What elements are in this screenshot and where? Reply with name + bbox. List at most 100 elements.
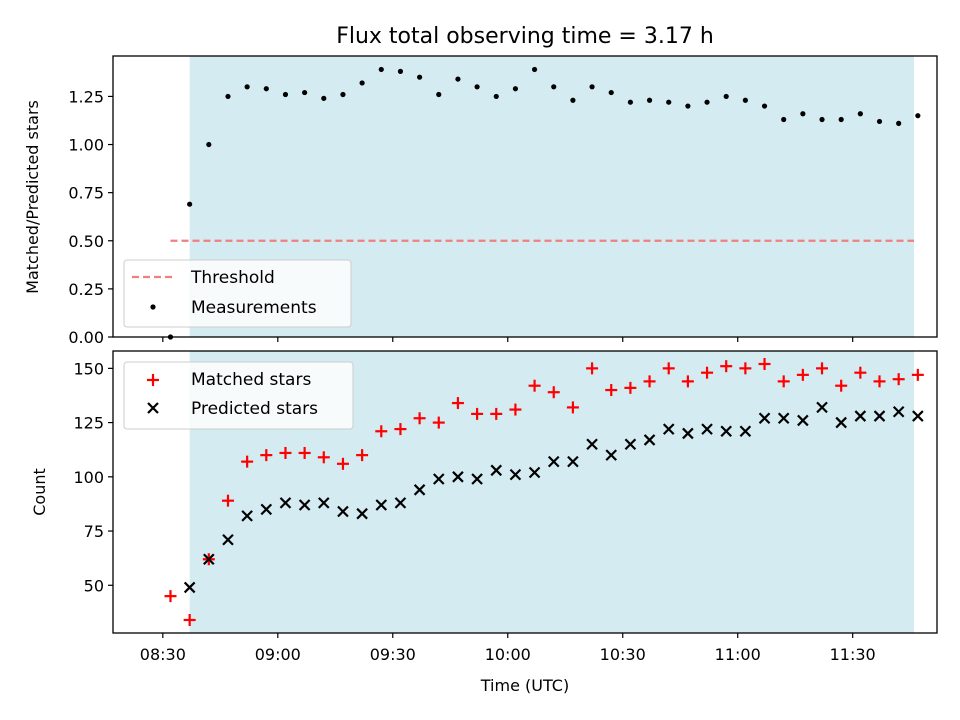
measurement-point	[455, 76, 461, 82]
measurements-series	[167, 66, 921, 340]
predicted-star-point	[624, 438, 637, 451]
count-y-ticks: 50 75 100 125 150	[73, 359, 113, 595]
predicted-star-point	[279, 497, 292, 509]
x-tick-label: 08:30	[140, 645, 186, 664]
ratio-plot-frame	[112, 55, 938, 338]
measurement-point	[531, 66, 538, 73]
legend-matched-label: Matched stars	[191, 370, 311, 390]
predicted-star-point	[854, 410, 867, 422]
predicted-star-point	[873, 410, 886, 422]
matched-star-point	[758, 358, 771, 371]
matched-star-point	[471, 407, 484, 420]
legend-predicted-label: Predicted stars	[191, 399, 318, 419]
matched-star-point	[528, 379, 541, 392]
count-y-tick-label: 125	[73, 414, 104, 433]
measurement-point	[761, 103, 768, 109]
count-y-axis-label: Count	[30, 468, 49, 516]
measurement-point	[915, 113, 921, 119]
predicted-star-point	[758, 412, 771, 425]
measurement-point	[187, 201, 193, 207]
measurement-point	[723, 93, 729, 100]
matched-star-point	[739, 362, 752, 375]
matched-star-point	[451, 397, 464, 410]
count-x-ticks: 08:30 09:00 09:30 10:00 10:30 11:00 11:30	[140, 633, 876, 664]
measurement-point	[570, 97, 576, 103]
predicted-star-point	[375, 499, 388, 511]
matched-star-point	[662, 362, 675, 375]
matched-star-point	[260, 449, 273, 462]
predicted-star-point	[739, 425, 752, 438]
matched-star-point	[375, 425, 388, 438]
measurement-point	[321, 95, 327, 101]
matched-star-point	[394, 423, 407, 436]
matched-star-point	[317, 451, 330, 464]
measurement-point	[263, 86, 269, 92]
ratio-y-tick-label: 1.00	[68, 136, 104, 155]
measurement-point	[704, 99, 710, 105]
measurement-point	[589, 84, 595, 90]
matched-star-point	[796, 368, 809, 381]
predicted-star-point	[356, 507, 368, 520]
measurement-point	[397, 68, 404, 74]
measurement-point	[781, 116, 787, 123]
measurement-point	[225, 93, 231, 100]
measurement-point	[474, 84, 480, 90]
predicted-star-point	[912, 410, 924, 422]
legend-measurements-label: Measurements	[191, 298, 317, 318]
measurement-point	[876, 118, 883, 125]
x-tick-label: 10:30	[600, 645, 646, 664]
measurement-point	[551, 84, 557, 90]
x-tick-label: 09:00	[255, 645, 301, 664]
ratio-y-tick-label: 0.25	[68, 280, 104, 299]
predicted-star-point	[797, 414, 809, 427]
count-y-tick-label: 50	[84, 576, 104, 595]
measurement-point	[742, 97, 748, 103]
matched-star-point	[241, 455, 254, 468]
predicted-star-point	[835, 416, 847, 429]
matched-star-point	[643, 375, 656, 388]
matched-star-point	[432, 416, 445, 429]
measurement-point	[838, 116, 844, 123]
x-tick-label: 09:30	[370, 645, 416, 664]
measurement-point	[666, 99, 672, 105]
measurement-point	[512, 86, 519, 92]
count-y-tick-label: 75	[84, 522, 104, 541]
matched-star-point	[701, 366, 714, 379]
predicted-star-point	[413, 484, 426, 496]
matched-star-point	[681, 375, 694, 388]
matched-star-point	[279, 446, 292, 459]
matched-star-point	[221, 494, 234, 507]
predicted-star-point	[471, 473, 483, 485]
count-y-tick-label: 150	[73, 359, 104, 378]
legend-measurements-swatch	[150, 304, 156, 310]
ratio-y-tick-label: 0.00	[68, 328, 104, 347]
x-tick-label: 11:30	[830, 645, 876, 664]
predicted-star-point	[643, 434, 656, 446]
predicted-star-point	[260, 503, 273, 516]
measurement-point	[685, 103, 691, 109]
legend-predicted-swatch	[147, 402, 159, 414]
predicted-star-point	[337, 505, 349, 518]
predicted-star-point	[816, 401, 828, 414]
ratio-panel: 0.00 0.25 0.50 0.75 1.00 1.25 Matched/Predict…	[23, 55, 938, 347]
matched-star-point	[356, 449, 369, 462]
predicted-star-point	[567, 455, 579, 468]
ratio-y-axis-label: Matched/Predicted stars	[23, 100, 42, 294]
x-tick-label: 11:00	[715, 645, 761, 664]
predicted-star-point	[528, 466, 541, 479]
measurement-point	[896, 120, 902, 126]
legend-threshold-label: Threshold	[190, 268, 275, 288]
measurement-point	[417, 74, 423, 80]
matched-star-point	[547, 386, 560, 399]
predicted-star-point	[222, 533, 234, 546]
predicted-stars-series	[183, 401, 924, 594]
predicted-star-point	[547, 455, 560, 468]
measurement-point	[359, 80, 365, 86]
measurement-point	[857, 111, 863, 117]
measurement-point	[302, 89, 308, 96]
matched-star-point	[873, 375, 886, 388]
predicted-star-point	[509, 468, 522, 481]
matched-star-point	[835, 379, 848, 392]
predicted-star-point	[777, 412, 790, 425]
